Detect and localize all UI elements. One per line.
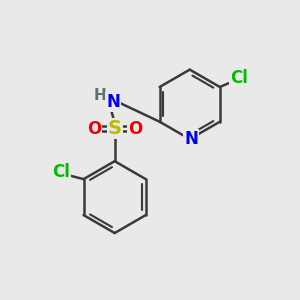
Text: O: O	[87, 120, 101, 138]
Text: N: N	[184, 130, 198, 148]
Text: S: S	[108, 119, 122, 138]
Text: Cl: Cl	[230, 69, 248, 87]
Text: Cl: Cl	[52, 163, 70, 181]
Text: O: O	[128, 120, 142, 138]
Text: N: N	[106, 93, 120, 111]
Text: H: H	[94, 88, 106, 103]
